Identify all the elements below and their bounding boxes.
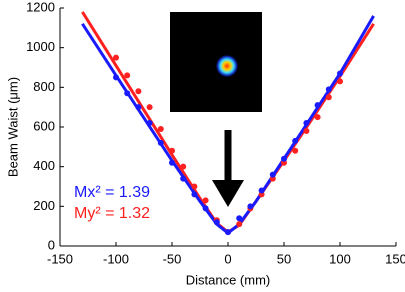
data-point (146, 120, 153, 127)
data-point (247, 203, 254, 210)
data-point (269, 171, 276, 178)
data-point (180, 163, 187, 170)
data-point (124, 90, 131, 97)
x-tick-label: -150 (47, 251, 73, 266)
data-point (337, 78, 343, 85)
y-axis-label: Beam Waist (μm) (5, 77, 20, 177)
data-point (135, 104, 142, 111)
x-tick-label: -100 (103, 251, 129, 266)
data-point (303, 127, 310, 134)
arrow-head (212, 180, 244, 207)
data-point (180, 175, 187, 182)
x-tick-label: 150 (385, 251, 405, 266)
y-tick-label: 600 (33, 118, 55, 133)
beam-spot (216, 55, 238, 77)
y-tick-label: 800 (33, 79, 55, 94)
data-point (202, 205, 209, 212)
data-point (258, 187, 265, 194)
data-point (113, 74, 119, 81)
data-point (146, 104, 153, 111)
data-point (124, 72, 131, 79)
data-point (213, 219, 220, 226)
data-point (314, 102, 321, 109)
data-point (157, 125, 164, 132)
data-point (281, 155, 287, 162)
data-point (169, 147, 175, 154)
data-point (169, 159, 175, 166)
y-tick-label: 1000 (26, 39, 55, 54)
data-point (325, 86, 332, 93)
beam-profile-inset (170, 12, 262, 112)
data-point (325, 94, 332, 101)
x-axis-label: Distance (mm) (186, 272, 271, 287)
data-point (157, 139, 164, 146)
data-point (337, 70, 343, 77)
data-point (292, 147, 299, 154)
data-point (202, 197, 209, 204)
data-point (314, 114, 321, 121)
data-point (113, 54, 119, 61)
data-point (236, 221, 243, 228)
y-tick-label: 200 (33, 198, 55, 213)
annotation: Mx² = 1.39 (74, 184, 150, 201)
x-tick-label: 100 (329, 251, 351, 266)
x-tick-label: 0 (224, 251, 231, 266)
x-tick-label: 50 (277, 251, 291, 266)
data-point (225, 229, 231, 236)
y-tick-label: 0 (48, 237, 55, 252)
data-point (303, 120, 310, 127)
y-tick-label: 400 (33, 158, 55, 173)
data-point (191, 191, 198, 198)
x-tick-label: -50 (163, 251, 182, 266)
data-point (292, 137, 299, 144)
y-tick-label: 1200 (26, 0, 55, 14)
data-point (191, 183, 198, 190)
data-point (135, 88, 142, 95)
data-point (236, 215, 243, 222)
annotation: My² = 1.32 (74, 205, 150, 222)
